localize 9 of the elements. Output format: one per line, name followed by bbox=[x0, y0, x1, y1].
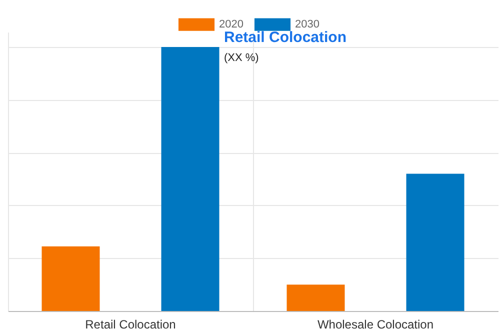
bar bbox=[42, 246, 100, 311]
bar bbox=[406, 174, 464, 311]
text: Retail Colocation bbox=[224, 29, 347, 46]
legend-label: 2030 bbox=[295, 18, 320, 31]
bar bbox=[161, 47, 220, 311]
bar bbox=[286, 284, 345, 311]
x-tick-label: Wholesale Colocation bbox=[317, 318, 434, 332]
annotation: (XX %) bbox=[224, 52, 259, 64]
legend-label: 2020 bbox=[219, 18, 244, 31]
